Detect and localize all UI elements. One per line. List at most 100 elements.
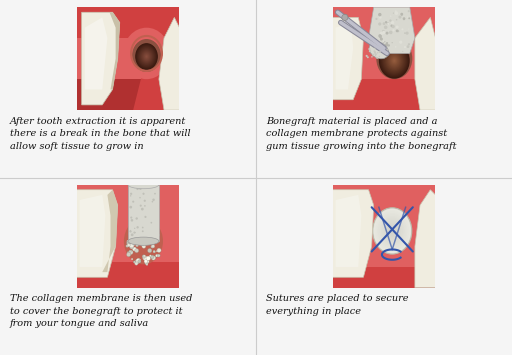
Circle shape [376,54,377,55]
Circle shape [386,32,389,34]
Circle shape [146,264,148,266]
Circle shape [375,18,377,20]
Ellipse shape [383,48,406,74]
Circle shape [407,45,410,48]
Ellipse shape [391,229,393,233]
Ellipse shape [135,43,158,70]
Circle shape [127,244,130,247]
Circle shape [392,42,393,43]
Polygon shape [133,7,180,110]
Circle shape [152,201,153,202]
Text: The collagen membrane is then used
to cover the bonegraft to protect it
from you: The collagen membrane is then used to co… [10,294,193,328]
Circle shape [129,233,131,235]
Bar [76,79,180,110]
Ellipse shape [392,58,396,63]
Circle shape [385,43,388,47]
Circle shape [127,252,130,254]
Circle shape [139,227,143,231]
Circle shape [152,256,156,260]
Polygon shape [415,190,436,288]
Ellipse shape [123,28,169,79]
Ellipse shape [389,226,396,235]
Circle shape [382,30,385,33]
Circle shape [144,200,146,202]
Circle shape [130,244,134,248]
Circle shape [378,34,381,36]
Ellipse shape [132,39,161,72]
Circle shape [151,222,152,224]
Circle shape [149,230,153,234]
Ellipse shape [389,55,399,67]
Circle shape [130,195,132,197]
Circle shape [144,205,146,207]
Circle shape [130,206,132,208]
Circle shape [136,244,138,247]
Circle shape [143,255,145,257]
Ellipse shape [364,28,415,79]
Circle shape [136,258,140,263]
Circle shape [130,193,132,195]
Ellipse shape [385,50,403,71]
Circle shape [380,38,383,40]
Circle shape [382,42,385,44]
Circle shape [133,231,136,234]
Circle shape [384,26,388,29]
Circle shape [156,250,158,252]
Circle shape [386,42,388,44]
Circle shape [135,262,138,265]
Polygon shape [332,17,364,100]
Circle shape [129,250,131,252]
Circle shape [146,238,147,239]
Circle shape [395,10,397,12]
Circle shape [376,57,378,59]
Polygon shape [415,17,436,110]
Circle shape [131,234,134,236]
Circle shape [375,46,376,47]
Polygon shape [102,190,118,272]
Circle shape [131,258,133,260]
Circle shape [393,12,394,14]
Circle shape [371,56,373,58]
Circle shape [391,21,394,24]
Circle shape [156,254,158,257]
Circle shape [141,208,144,211]
Circle shape [392,25,395,28]
Circle shape [408,17,410,19]
Ellipse shape [369,42,389,59]
Polygon shape [335,23,353,89]
Circle shape [133,247,137,251]
Circle shape [389,20,392,22]
Circle shape [140,204,142,207]
Circle shape [150,227,153,230]
Circle shape [385,21,387,23]
Circle shape [406,32,409,35]
Circle shape [126,252,131,257]
Circle shape [374,51,376,53]
Circle shape [148,237,151,240]
Circle shape [379,51,381,53]
Ellipse shape [379,215,406,247]
Ellipse shape [141,50,152,63]
Circle shape [141,235,143,237]
Circle shape [144,260,147,263]
Circle shape [388,44,390,47]
Circle shape [143,256,147,260]
Circle shape [129,250,133,255]
Ellipse shape [142,52,151,61]
Ellipse shape [391,57,397,64]
Circle shape [400,13,403,16]
Circle shape [153,251,156,253]
Ellipse shape [390,228,395,234]
Bar [332,267,436,288]
Circle shape [398,16,401,18]
Circle shape [374,48,375,49]
Polygon shape [82,12,120,105]
Circle shape [135,232,136,233]
Ellipse shape [140,49,153,64]
Circle shape [408,10,410,12]
Ellipse shape [386,51,402,70]
Circle shape [372,54,374,55]
Circle shape [401,15,402,16]
Ellipse shape [379,43,410,79]
Circle shape [148,236,150,238]
